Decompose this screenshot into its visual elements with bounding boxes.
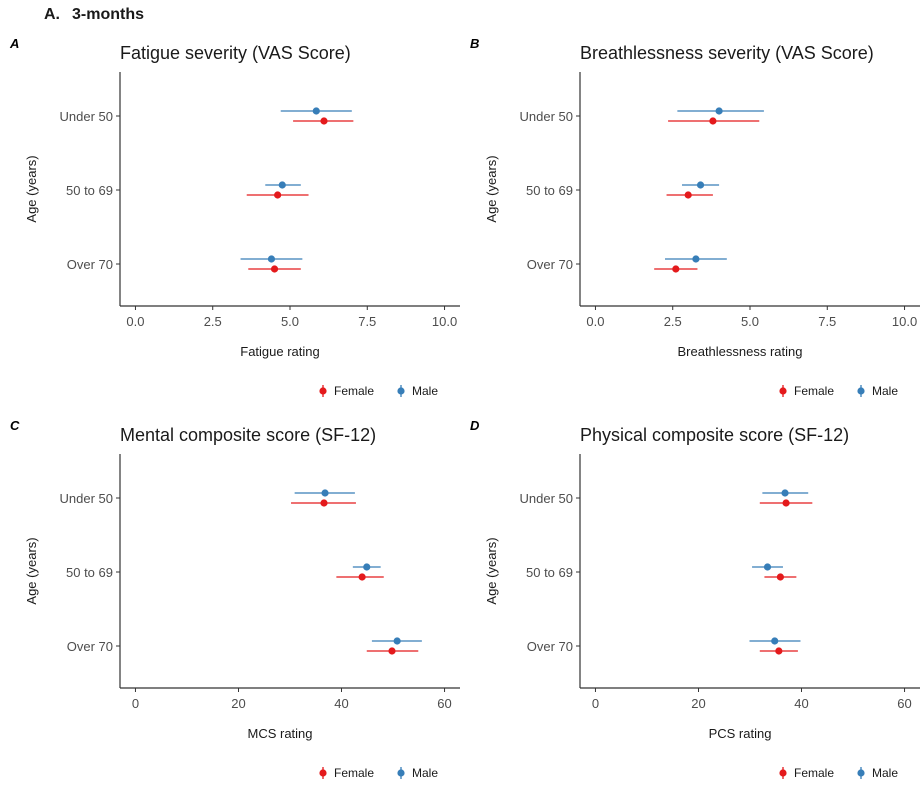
figure-title: A. 3-months <box>44 6 144 24</box>
chart-svg: D Physical composite score (SF-12) Under 5… <box>470 418 920 780</box>
data-point-male <box>267 255 276 263</box>
legend-label-female: Female <box>334 766 374 780</box>
data-point-female <box>274 191 282 199</box>
x-axis-label: Fatigue rating <box>240 344 320 359</box>
legend-key-female <box>319 769 327 777</box>
y-tick-label: Under 50 <box>60 491 113 506</box>
figure-title-text: 3-months <box>72 6 144 23</box>
x-tick-label: 7.5 <box>818 314 836 329</box>
data-point-male <box>715 107 723 115</box>
y-axis-label: Age (years) <box>24 155 39 222</box>
x-tick-label: 20 <box>231 696 245 711</box>
x-tick-label: 7.5 <box>358 314 376 329</box>
chart-title: Mental composite score (SF-12) <box>120 425 376 445</box>
figure-title-number: A. <box>44 6 60 23</box>
data-point-female <box>320 499 328 507</box>
y-axis-label: Age (years) <box>24 537 39 604</box>
data-point-male <box>771 637 779 645</box>
y-axis-label: Age (years) <box>484 155 499 222</box>
x-tick-label: 60 <box>897 696 911 711</box>
legend-key-male <box>397 769 405 777</box>
y-tick-label: Over 70 <box>67 257 113 272</box>
y-tick-label: Over 70 <box>527 639 573 654</box>
data-point-male <box>312 107 320 115</box>
data-point-female <box>320 117 328 125</box>
data-point-male <box>321 489 329 497</box>
x-tick-label: 5.0 <box>281 314 299 329</box>
y-tick-label: 50 to 69 <box>66 565 113 580</box>
legend-key-male <box>397 387 405 395</box>
legend-label-female: Female <box>794 384 834 398</box>
legend-label-male: Male <box>412 384 438 398</box>
panel-letter: B <box>470 36 479 51</box>
data-point-male <box>696 181 705 189</box>
data-point-female <box>684 191 692 199</box>
legend-label-female: Female <box>794 766 834 780</box>
legend-label-female: Female <box>334 384 374 398</box>
chart-panel-c: C Mental composite score (SF-12) Under 50 5… <box>0 412 460 804</box>
x-tick-label: 10.0 <box>432 314 457 329</box>
y-tick-label: 50 to 69 <box>526 183 573 198</box>
data-point-female <box>358 573 366 581</box>
legend-key-male <box>857 387 865 395</box>
y-axis-label: Age (years) <box>484 537 499 604</box>
y-tick-label: Over 70 <box>527 257 573 272</box>
y-tick-label: Under 50 <box>520 109 573 124</box>
x-axis-label: PCS rating <box>709 726 772 741</box>
legend-label-male: Male <box>412 766 438 780</box>
chart-svg: A Fatigue severity (VAS Score) Under 50 50 … <box>9 36 460 398</box>
y-tick-label: Over 70 <box>67 639 113 654</box>
y-tick-label: 50 to 69 <box>526 565 573 580</box>
data-point-female <box>388 647 396 655</box>
x-tick-label: 20 <box>691 696 705 711</box>
legend-key-female <box>319 387 327 395</box>
legend-label-male: Male <box>872 766 898 780</box>
x-tick-label: 40 <box>334 696 348 711</box>
legend-label-male: Male <box>872 384 898 398</box>
x-tick-label: 2.5 <box>664 314 682 329</box>
chart-panel-a: A Fatigue severity (VAS Score) Under 50 50 … <box>0 30 460 422</box>
panel-letter: A <box>9 36 19 51</box>
x-tick-label: 2.5 <box>204 314 222 329</box>
y-tick-label: Under 50 <box>60 109 113 124</box>
panel-letter: C <box>10 418 20 433</box>
chart-title: Breathlessness severity (VAS Score) <box>580 43 874 63</box>
x-tick-label: 5.0 <box>741 314 759 329</box>
data-point-female <box>709 117 717 125</box>
data-point-male <box>363 563 371 571</box>
chart-title: Fatigue severity (VAS Score) <box>120 43 351 63</box>
y-tick-label: Under 50 <box>520 491 573 506</box>
legend-key-female <box>779 769 787 777</box>
data-point-male <box>692 255 700 263</box>
data-point-female <box>776 573 784 581</box>
data-point-female <box>672 265 680 273</box>
data-point-male <box>393 637 401 645</box>
chart-panel-d: D Physical composite score (SF-12) Under 5… <box>460 412 920 804</box>
data-point-male <box>763 563 772 571</box>
x-tick-label: 0 <box>592 696 599 711</box>
x-tick-label: 60 <box>437 696 451 711</box>
chart-panel-b: B Breathlessness severity (VAS Score) Unde… <box>460 30 920 422</box>
x-axis-label: Breathlessness rating <box>677 344 802 359</box>
legend-key-male <box>857 769 865 777</box>
data-point-female <box>775 647 783 655</box>
legend-key-female <box>779 387 787 395</box>
x-axis-label: MCS rating <box>247 726 312 741</box>
x-tick-label: 40 <box>794 696 808 711</box>
y-tick-label: 50 to 69 <box>66 183 113 198</box>
data-point-female <box>782 499 790 507</box>
x-tick-label: 0.0 <box>126 314 144 329</box>
chart-title: Physical composite score (SF-12) <box>580 425 849 445</box>
chart-svg: C Mental composite score (SF-12) Under 50 5… <box>10 418 460 780</box>
data-point-male <box>781 489 789 497</box>
x-tick-label: 0.0 <box>586 314 604 329</box>
x-tick-label: 0 <box>132 696 139 711</box>
data-point-male <box>278 181 286 189</box>
chart-svg: B Breathlessness severity (VAS Score) Unde… <box>470 36 920 398</box>
data-point-female <box>270 265 279 273</box>
x-tick-label: 10.0 <box>892 314 917 329</box>
panel-letter: D <box>470 418 480 433</box>
